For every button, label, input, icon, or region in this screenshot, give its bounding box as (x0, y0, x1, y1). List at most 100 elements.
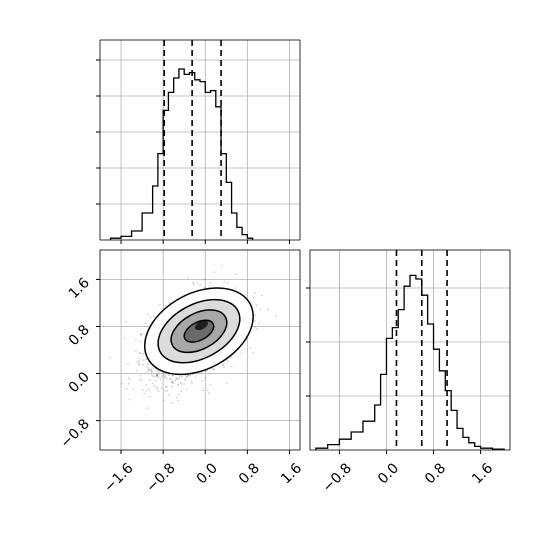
scatter-point (267, 308, 269, 311)
scatter-point (179, 381, 182, 384)
scatter-point (162, 372, 164, 375)
scatter-point (194, 375, 197, 378)
scatter-point (180, 383, 183, 385)
x-tick-label: −0.8 (143, 460, 178, 495)
scatter-point (187, 374, 189, 377)
scatter-point (223, 366, 225, 368)
scatter-point (160, 387, 163, 390)
scatter-point (187, 277, 189, 280)
contour-line (143, 287, 254, 376)
scatter-point (170, 380, 173, 383)
scatter-point (151, 382, 154, 385)
y-tick-label: −0.8 (57, 416, 92, 451)
scatter-point (252, 351, 254, 354)
scatter-point (209, 383, 212, 386)
axes-frame (99, 39, 301, 241)
y-marginal-histogram-panel: −0.8 0.0 0.8 1.6 (306, 249, 511, 496)
scatter-point (148, 395, 151, 398)
scatter-point (177, 399, 179, 402)
scatter-point (140, 379, 143, 382)
scatter-point (145, 383, 148, 386)
scatter-point (151, 375, 154, 378)
scatter-point (178, 377, 181, 379)
scatter-point (206, 389, 209, 392)
scatter-point (157, 376, 160, 379)
scatter-point (168, 378, 171, 380)
histogram-step-line (109, 68, 254, 240)
scatter-point (142, 388, 144, 391)
scatter-point (152, 315, 155, 318)
scatter-point (165, 377, 168, 380)
scatter-point (128, 398, 131, 401)
scatter-point (150, 373, 153, 376)
scatter-point (184, 378, 186, 381)
scatter-point (259, 308, 262, 311)
scatter-point (136, 361, 139, 363)
scatter-point (148, 388, 151, 391)
scatter-point (181, 375, 183, 378)
scatter-point (139, 340, 142, 343)
scatter-point (177, 383, 180, 386)
scatter-point (159, 377, 162, 380)
x-tick-label: 0.0 (194, 460, 221, 487)
x-tick-label: 1.6 (469, 460, 496, 487)
scatter-point (254, 326, 257, 328)
scatter-point (223, 280, 226, 283)
scatter-point (171, 380, 174, 383)
scatter-point (222, 363, 225, 366)
joint-scatter-contour-panel: −1.6 −0.8 0.0 0.8 1.6−0.80.00.81.6 (57, 249, 305, 496)
scatter-point (168, 302, 171, 305)
contour-line (183, 319, 215, 343)
scatter-point (212, 368, 215, 371)
scatter-point (125, 388, 128, 390)
scatter-point (148, 369, 150, 372)
scatter-point (209, 281, 212, 284)
scatter-point (205, 376, 207, 379)
scatter-point (199, 283, 202, 286)
scatter-point (155, 373, 158, 376)
axes-frame (99, 249, 301, 451)
scatter-point (127, 363, 130, 366)
scatter-point (151, 370, 154, 373)
scatter-point (164, 376, 167, 379)
scatter-point (164, 374, 167, 377)
scatter-point (156, 374, 159, 376)
scatter-point (175, 378, 178, 380)
scatter-point (200, 379, 203, 382)
scatter-point (156, 387, 159, 390)
scatter-point (254, 314, 257, 317)
scatter-point (136, 369, 139, 372)
scatter-point (230, 365, 233, 368)
scatter-point (142, 353, 145, 356)
scatter-point (135, 350, 137, 353)
scatter-point (140, 333, 142, 336)
scatter-point (157, 372, 160, 374)
scatter-point (190, 380, 193, 383)
scatter-point (221, 264, 224, 267)
scatter-point (171, 374, 174, 377)
scatter-point (162, 399, 165, 402)
scatter-point (163, 389, 166, 392)
scatter-point (275, 315, 277, 318)
scatter-point (149, 368, 152, 371)
y-tick-label: 0.8 (66, 322, 93, 349)
scatter-point (156, 375, 158, 378)
scatter-point (196, 282, 199, 285)
scatter-point (146, 313, 149, 316)
scatter-point (175, 376, 178, 379)
contour-line (170, 309, 228, 354)
scatter-point (159, 303, 161, 306)
x-tick-label: 1.6 (278, 460, 305, 487)
x-tick-label: 0.8 (236, 460, 263, 487)
scatter-point (164, 386, 167, 389)
scatter-point (146, 407, 149, 410)
scatter-point (167, 394, 170, 397)
scatter-point (153, 384, 155, 387)
scatter-point (192, 281, 195, 284)
scatter-point (124, 321, 127, 323)
scatter-point (139, 332, 142, 335)
scatter-point (154, 379, 157, 382)
scatter-point (261, 294, 263, 297)
scatter-point (179, 375, 181, 378)
scatter-point (108, 356, 111, 359)
